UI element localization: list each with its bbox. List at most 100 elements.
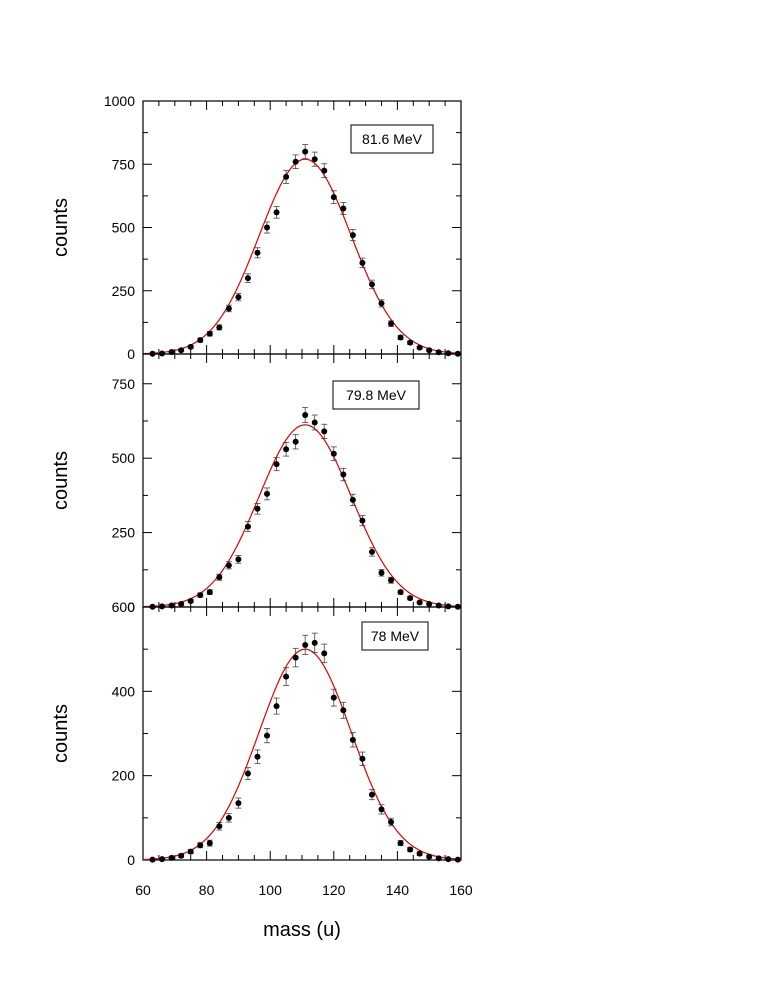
data-point <box>340 471 347 478</box>
y-tick-label: 1000 <box>104 93 135 109</box>
data-point <box>197 592 204 599</box>
data-point <box>426 601 433 608</box>
y-tick-label: 0 <box>127 346 135 362</box>
data-point <box>349 232 356 239</box>
data-point <box>178 852 185 859</box>
data-point <box>302 641 309 648</box>
data-point <box>311 419 318 426</box>
data-point <box>397 334 404 341</box>
data-point <box>407 339 414 346</box>
data-point <box>407 595 414 602</box>
panel-label-box <box>361 621 429 651</box>
panel-label-box <box>332 380 420 410</box>
data-point <box>216 324 223 331</box>
data-point <box>206 330 213 337</box>
data-point <box>178 347 185 354</box>
panel-1: 0 250 500 750 1000 counts 81.6 MeV <box>50 93 462 362</box>
data-point <box>359 259 366 266</box>
data-point <box>435 855 442 862</box>
data-point <box>416 344 423 351</box>
data-point <box>197 842 204 849</box>
data-point <box>254 505 261 512</box>
data-point <box>159 856 166 863</box>
data-point <box>244 523 251 530</box>
data-point <box>454 856 461 863</box>
data-point <box>426 853 433 860</box>
fit-curve <box>142 648 462 861</box>
x-tick-label: 80 <box>199 882 215 898</box>
data-point <box>359 755 366 762</box>
data-point <box>340 707 347 714</box>
data-point <box>368 281 375 288</box>
y-axis-label: counts <box>50 451 72 510</box>
data-point <box>445 856 452 863</box>
data-point <box>368 548 375 555</box>
data-point <box>330 194 337 201</box>
data-point <box>244 770 251 777</box>
data-point <box>225 305 232 312</box>
data-point <box>378 569 385 576</box>
y-tick-label: 200 <box>112 768 136 784</box>
data-point <box>235 800 242 807</box>
panel-label: 78 MeV <box>371 628 420 644</box>
data-point <box>283 173 290 180</box>
y-axis-label: counts <box>50 198 72 257</box>
data-point <box>264 732 271 739</box>
data-point <box>302 412 309 419</box>
data-point <box>178 601 185 608</box>
y-tick-label: 0 <box>127 852 135 868</box>
y-tick-label: 0 <box>127 599 135 615</box>
data-point <box>206 840 213 847</box>
data-point <box>225 562 232 569</box>
y-axis-label: counts <box>50 704 72 763</box>
y-tick-label: 500 <box>112 450 136 466</box>
data-point <box>311 639 318 646</box>
data-point <box>311 156 318 163</box>
x-axis-label: mass (u) <box>263 919 341 941</box>
data-point <box>359 517 366 524</box>
data-point <box>321 650 328 657</box>
y-tick-label: 750 <box>112 376 136 392</box>
data-point <box>273 461 280 468</box>
data-point <box>264 224 271 231</box>
data-point <box>292 158 299 165</box>
x-tick-label: 160 <box>449 882 473 898</box>
panel-label: 81.6 MeV <box>362 131 423 147</box>
panel-label: 79.8 MeV <box>346 387 407 403</box>
data-point <box>330 694 337 701</box>
data-point <box>435 602 442 609</box>
data-point <box>254 249 261 256</box>
data-point <box>283 446 290 453</box>
data-point <box>368 791 375 798</box>
data-point <box>349 496 356 503</box>
data-point <box>235 556 242 563</box>
data-point <box>292 654 299 661</box>
y-tick-label: 600 <box>112 599 136 615</box>
data-point <box>206 589 213 596</box>
data-point <box>378 806 385 813</box>
data-point <box>197 337 204 344</box>
data-point <box>187 343 194 350</box>
data-point <box>445 350 452 357</box>
data-point <box>264 490 271 497</box>
data-point <box>216 574 223 581</box>
data-point <box>225 814 232 821</box>
data-point <box>388 819 395 826</box>
x-tick-label: 120 <box>322 882 346 898</box>
panel-label-box <box>350 124 434 154</box>
data-point <box>254 753 261 760</box>
panel-2: 0 250 500 750 counts 79.8 MeV <box>50 353 462 615</box>
data-point <box>416 850 423 857</box>
data-point <box>302 148 309 155</box>
x-tick-label: 140 <box>386 882 410 898</box>
data-point <box>378 300 385 307</box>
x-tick-label: 60 <box>135 882 151 898</box>
data-point <box>273 209 280 216</box>
data-point <box>187 598 194 605</box>
data-point <box>235 294 242 301</box>
y-tick-label: 250 <box>112 525 136 541</box>
data-point <box>407 846 414 853</box>
y-tick-label: 400 <box>112 683 136 699</box>
data-point <box>321 167 328 174</box>
